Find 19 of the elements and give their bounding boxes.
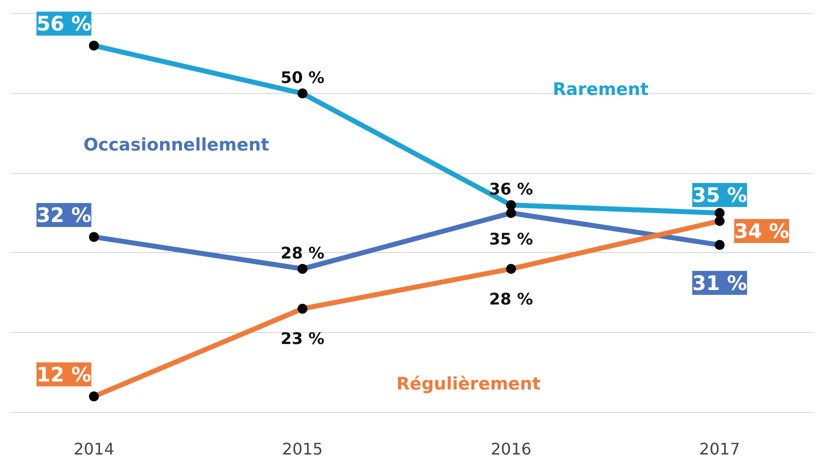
x-tick-label: 2015 (282, 440, 323, 457)
data-label: 31 % (692, 270, 748, 295)
text: Régulièrement (396, 374, 541, 394)
data-label: 23 % (280, 329, 324, 348)
data-label: 12 % (36, 362, 92, 386)
text: Occasionnellement (84, 135, 270, 156)
data-label: 56 % (36, 12, 92, 36)
x-tick-label: 2017 (699, 440, 740, 457)
data-label: 35 % (692, 183, 748, 208)
x-tick-label: 2014 (74, 440, 114, 457)
data-label: 50 % (280, 68, 324, 87)
data-label: 35 % (489, 230, 534, 249)
data-label: 36 % (489, 180, 534, 199)
data-label: 32 % (36, 202, 92, 227)
data-label: 28 % (489, 289, 534, 308)
data-label: 34 % (734, 219, 790, 243)
x-tick-label: 2016 (490, 440, 532, 457)
data-label: 28 % (280, 243, 324, 262)
text: Rarement (552, 80, 649, 100)
